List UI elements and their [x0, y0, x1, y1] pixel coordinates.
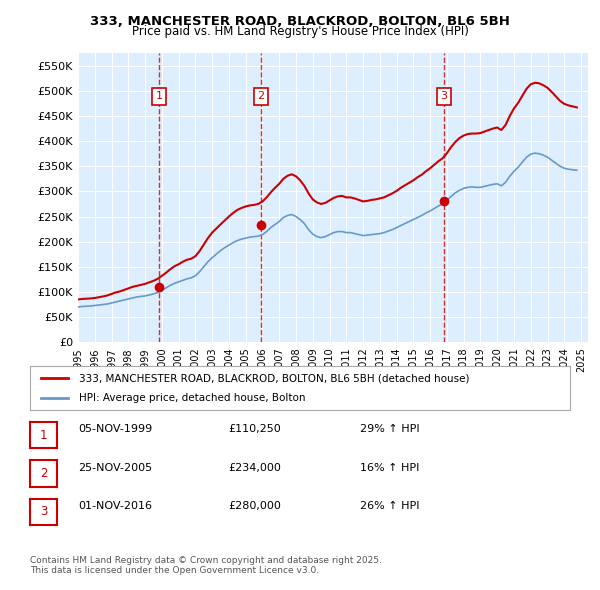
- Text: Price paid vs. HM Land Registry's House Price Index (HPI): Price paid vs. HM Land Registry's House …: [131, 25, 469, 38]
- Text: £234,000: £234,000: [228, 463, 281, 473]
- Text: £110,250: £110,250: [228, 424, 281, 434]
- Text: 05-NOV-1999: 05-NOV-1999: [78, 424, 152, 434]
- Text: £280,000: £280,000: [228, 501, 281, 511]
- Text: 26% ↑ HPI: 26% ↑ HPI: [360, 501, 419, 511]
- Text: Contains HM Land Registry data © Crown copyright and database right 2025.
This d: Contains HM Land Registry data © Crown c…: [30, 556, 382, 575]
- Text: 2: 2: [257, 91, 265, 101]
- Text: 3: 3: [40, 505, 47, 519]
- Text: 333, MANCHESTER ROAD, BLACKROD, BOLTON, BL6 5BH: 333, MANCHESTER ROAD, BLACKROD, BOLTON, …: [90, 15, 510, 28]
- Text: 1: 1: [156, 91, 163, 101]
- Text: 3: 3: [440, 91, 448, 101]
- Text: HPI: Average price, detached house, Bolton: HPI: Average price, detached house, Bolt…: [79, 393, 305, 402]
- Text: 2: 2: [40, 467, 47, 480]
- Text: 16% ↑ HPI: 16% ↑ HPI: [360, 463, 419, 473]
- Text: 25-NOV-2005: 25-NOV-2005: [78, 463, 152, 473]
- Text: 29% ↑ HPI: 29% ↑ HPI: [360, 424, 419, 434]
- Text: 333, MANCHESTER ROAD, BLACKROD, BOLTON, BL6 5BH (detached house): 333, MANCHESTER ROAD, BLACKROD, BOLTON, …: [79, 373, 469, 383]
- Text: 01-NOV-2016: 01-NOV-2016: [78, 501, 152, 511]
- Text: 1: 1: [40, 428, 47, 442]
